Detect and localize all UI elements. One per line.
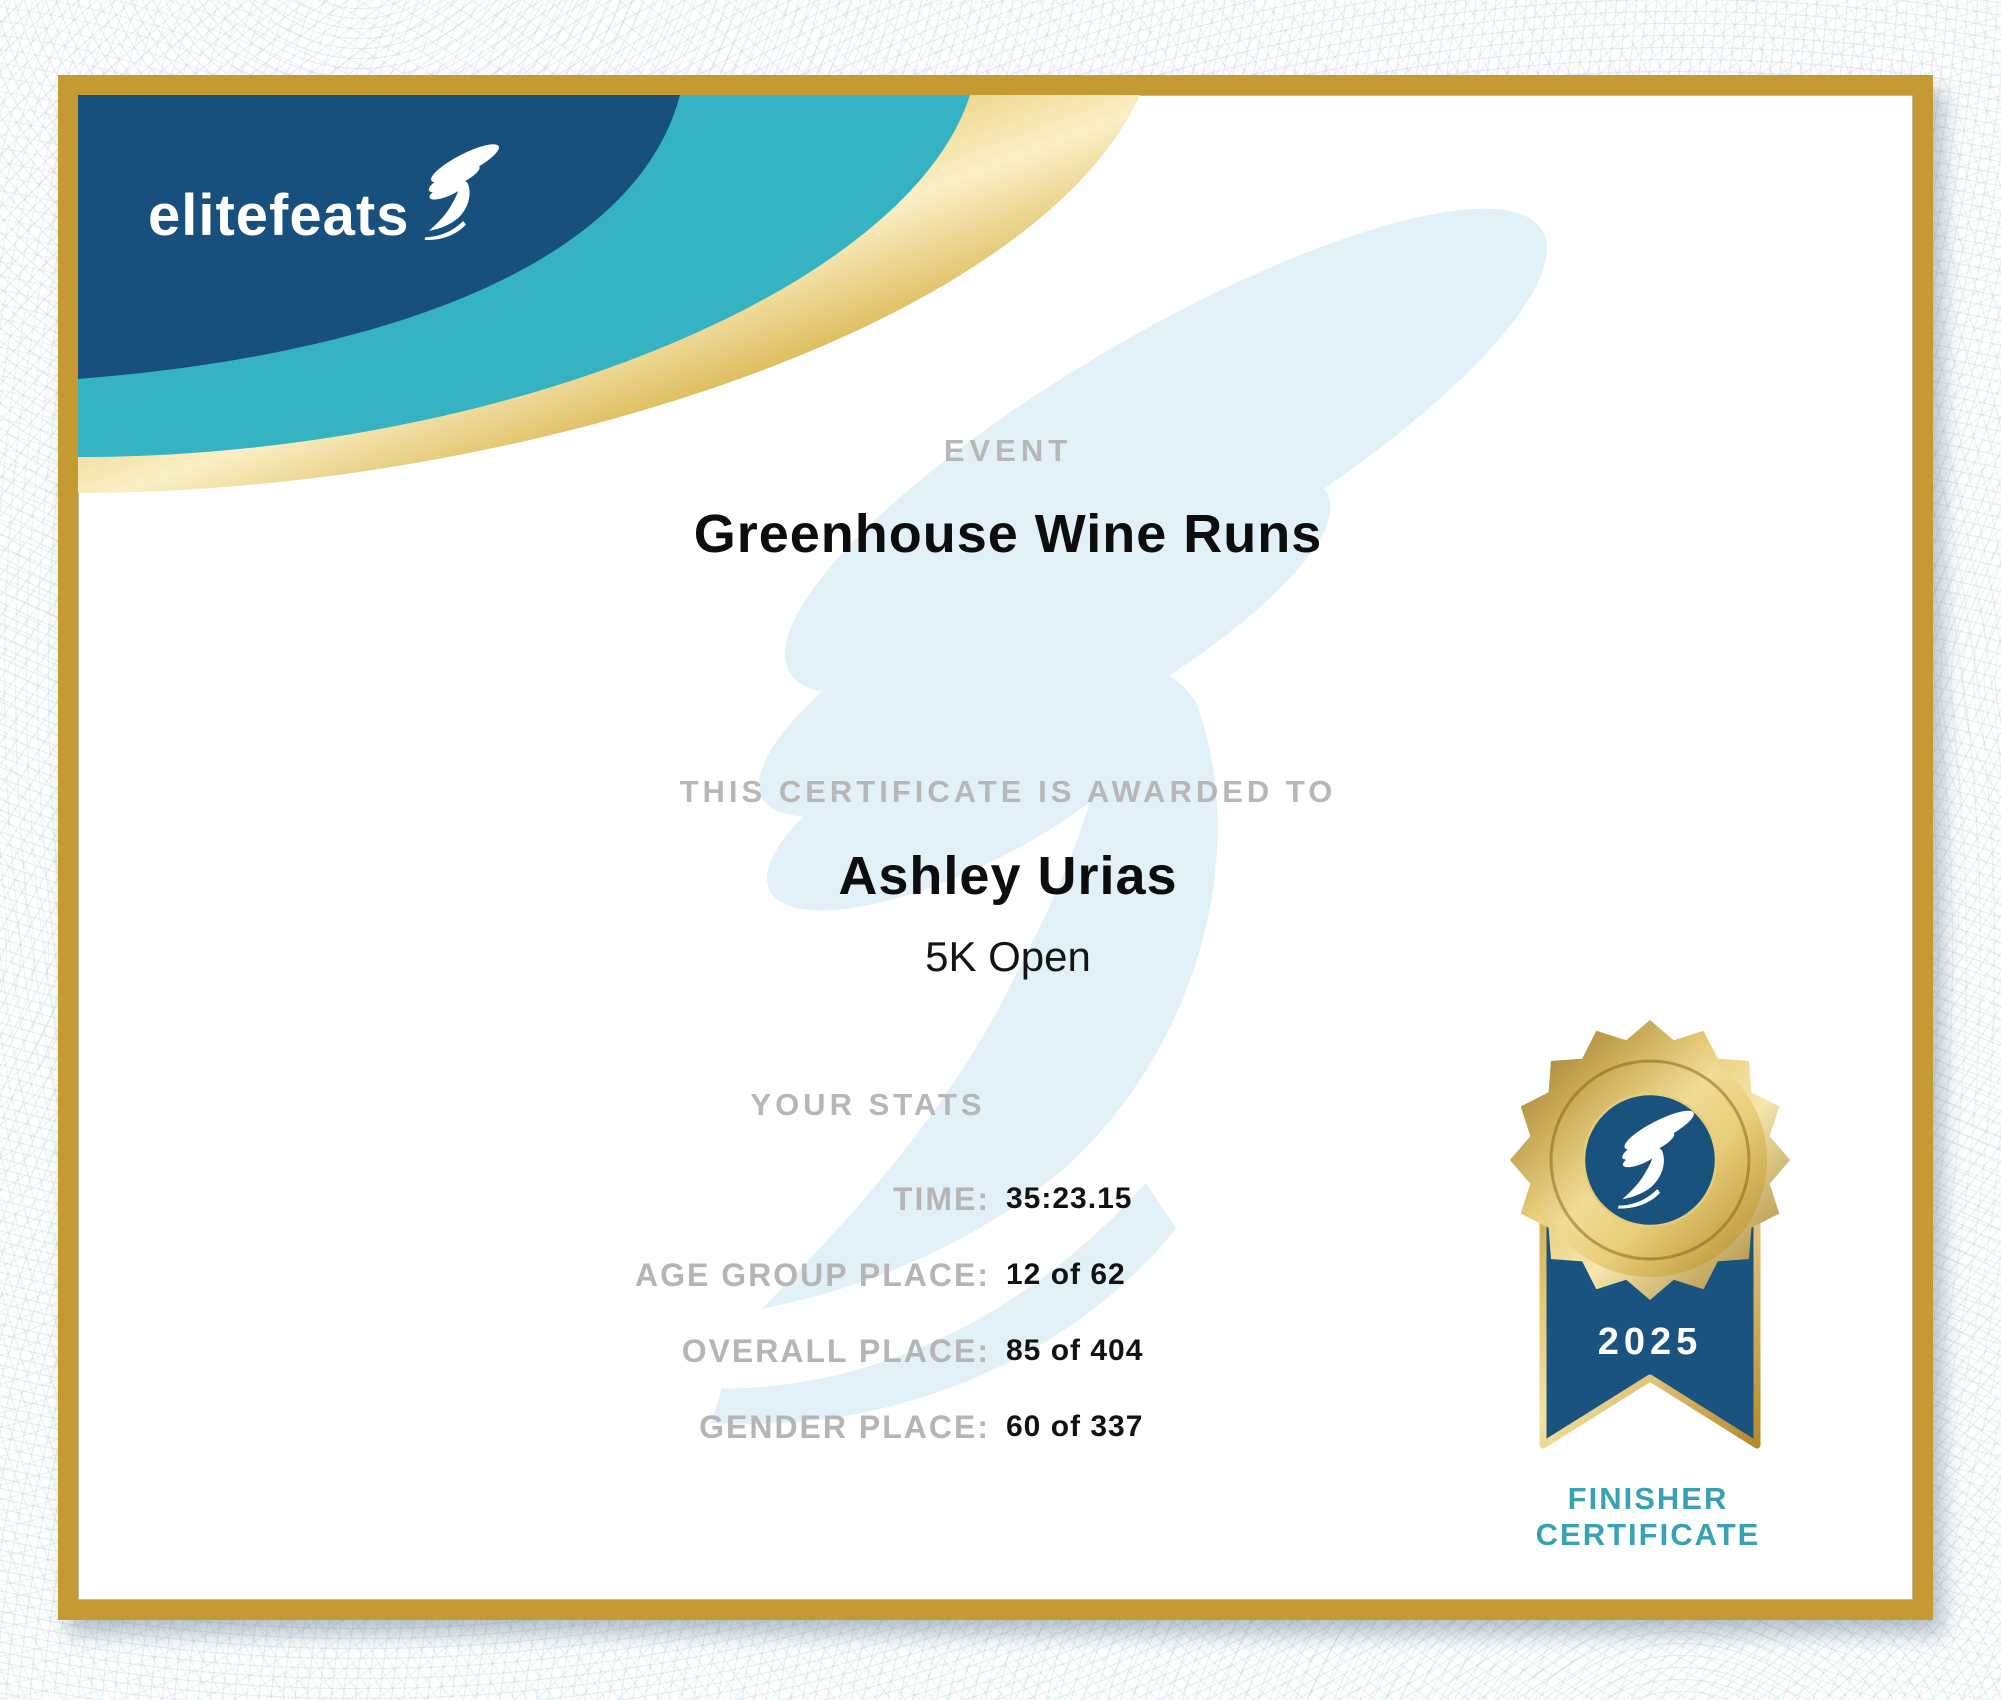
winged-foot-icon [411, 141, 501, 247]
stat-label-age-group-place: AGE GROUP PLACE: [635, 1256, 990, 1293]
finisher-medal-badge: 2025 [1510, 1020, 1790, 1449]
certificate-frame: elitefeats EVENT Greenhouse Wine Runs TH… [58, 75, 1933, 1620]
finisher-label-line2: CERTIFICATE [1535, 1517, 1761, 1552]
division-name: 5K Open [925, 933, 1091, 980]
brand-logo: elitefeats [148, 141, 501, 247]
finisher-certificate-label: FINISHER CERTIFICATE [1448, 1481, 1848, 1553]
your-stats-label: YOUR STATS [750, 1087, 986, 1122]
medal-inner-ring [1549, 1059, 1751, 1261]
stat-value-age-group-place: 12 of 62 [1006, 1258, 1126, 1291]
stats-table: TIME: 35:23.15 AGE GROUP PLACE: 12 of 62… [498, 1161, 1143, 1465]
stat-label-gender-place: GENDER PLACE: [699, 1408, 990, 1445]
stat-value-gender-place: 60 of 337 [1006, 1410, 1144, 1443]
event-name: Greenhouse Wine Runs [693, 504, 1323, 564]
recipient-name: Ashley Urias [838, 846, 1178, 906]
medal-center [1582, 1092, 1718, 1228]
stat-value-time: 35:23.15 [1006, 1182, 1133, 1215]
stat-value-overall-place: 85 of 404 [1006, 1334, 1144, 1367]
stat-label-overall-place: OVERALL PLACE: [681, 1332, 990, 1369]
awarded-to-label: THIS CERTIFICATE IS AWARDED TO [679, 774, 1337, 809]
badge-year: 2025 [1598, 1321, 1703, 1363]
finisher-label-line1: FINISHER [1567, 1481, 1729, 1516]
brand-logo-text: elitefeats [148, 183, 410, 248]
event-label: EVENT [943, 433, 1073, 468]
stat-label-time: TIME: [892, 1180, 990, 1217]
